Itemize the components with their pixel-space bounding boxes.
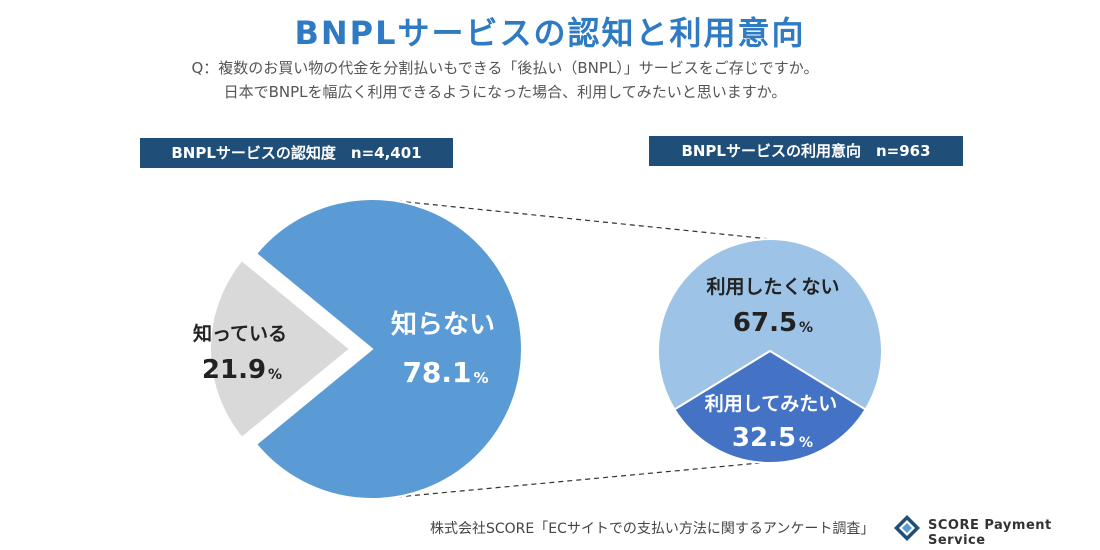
- chart-title: BNPLサービスの認知と利用意向: [294, 14, 806, 52]
- known-value: 21.9: [202, 355, 266, 385]
- awareness-chart-label: BNPLサービスの認知度 n=4,401: [140, 138, 453, 168]
- known-label: 知っている: [193, 322, 287, 345]
- unknown-value: 78.1: [402, 356, 471, 389]
- unknown-unit: %: [473, 369, 488, 387]
- question-line-2: 日本でBNPLを幅広く利用できるようになった場合、利用してみたいと思いますか。: [223, 83, 787, 101]
- want-unit: %: [799, 435, 813, 451]
- pie-slice-unknown: [254, 198, 523, 500]
- pie-slice-known: [209, 258, 352, 440]
- intention-chart-label: BNPLサービスの利用意向 n=963: [649, 136, 963, 166]
- survey-question: Q：複数のお買い物の代金を分割払いもできる「後払い（BNPL）」サービスをご存じ…: [0, 56, 1010, 104]
- known-unit: %: [268, 367, 282, 383]
- pie-slice-want: [673, 349, 867, 464]
- not-want-value: 67.5: [733, 308, 797, 338]
- pie-slice-not-want: [657, 238, 883, 411]
- question-line-1: Q：複数のお買い物の代金を分割払いもできる「後払い（BNPL）」サービスをご存じ…: [191, 59, 819, 77]
- score-logo-icon: [894, 515, 920, 541]
- not-want-unit: %: [799, 320, 813, 336]
- want-label: 利用してみたい: [705, 393, 837, 415]
- want-value: 32.5: [732, 423, 796, 453]
- source-note: 株式会社SCORE「ECサイトでの支払い方法に関するアンケート調査」: [430, 521, 875, 537]
- not-want-label: 利用したくない: [706, 276, 839, 298]
- brand-logo-text: SCORE Payment Service: [928, 518, 1052, 548]
- unknown-label: 知らない: [391, 310, 495, 340]
